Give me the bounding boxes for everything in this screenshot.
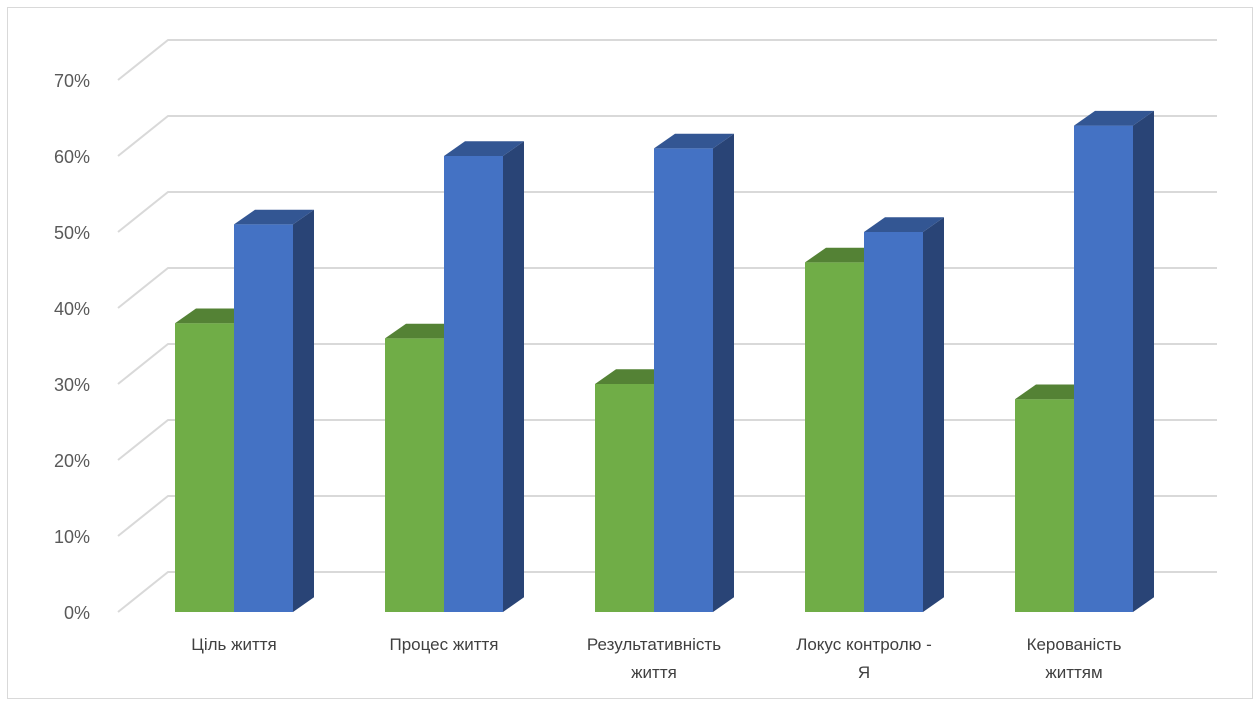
bar-front (234, 224, 293, 612)
bar-front (175, 323, 234, 612)
bar-top (1074, 110, 1154, 126)
bar-front (1074, 125, 1133, 612)
y-tick-label: 60% (54, 147, 90, 167)
bar-side (503, 141, 524, 613)
x-category-label: Локус контролю - (796, 635, 932, 654)
bar-front (864, 232, 923, 612)
gridline (117, 39, 1217, 81)
bar-top (234, 209, 314, 225)
bar-side (293, 209, 314, 612)
bar-front (654, 148, 713, 612)
y-tick-label: 0% (64, 603, 90, 623)
bar-top (654, 133, 734, 149)
y-tick-label: 70% (54, 71, 90, 91)
bar-side (713, 133, 734, 612)
y-tick-label: 10% (54, 527, 90, 547)
y-tick-label: 40% (54, 299, 90, 319)
x-category-label: життя (631, 663, 677, 682)
bar-side (1133, 110, 1154, 613)
y-tick-label: 20% (54, 451, 90, 471)
bar-front (805, 262, 864, 612)
bar-front (1015, 399, 1074, 612)
bar-top (444, 141, 524, 156)
x-category-label: Процес життя (390, 635, 499, 654)
bar-front (595, 384, 654, 612)
x-category-label: Я (858, 663, 870, 682)
gridline (117, 115, 1217, 157)
bar-front (385, 338, 444, 612)
x-category-label: життям (1045, 663, 1102, 682)
y-tick-label: 50% (54, 223, 90, 243)
bar-top (864, 217, 944, 232)
x-category-label: Керованість (1027, 635, 1122, 654)
y-tick-label: 30% (54, 375, 90, 395)
bar-front (444, 156, 503, 612)
x-category-label: Ціль життя (191, 635, 277, 654)
bar-side (923, 217, 944, 613)
x-category-label: Результативність (587, 635, 721, 654)
gridline (117, 191, 1217, 233)
